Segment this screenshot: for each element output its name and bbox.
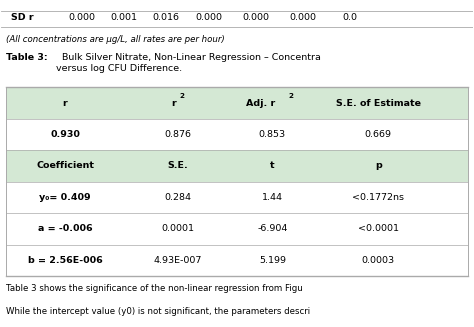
Text: r: r xyxy=(171,98,176,108)
Text: 1.44: 1.44 xyxy=(262,193,283,202)
Text: <0.0001: <0.0001 xyxy=(358,224,399,233)
Text: t: t xyxy=(270,162,274,170)
Bar xyxy=(6,119,468,150)
Text: 0.930: 0.930 xyxy=(50,130,80,139)
Text: 0.000: 0.000 xyxy=(242,13,269,22)
Text: 2: 2 xyxy=(289,93,294,99)
Text: 0.016: 0.016 xyxy=(153,13,180,22)
Text: S.E.: S.E. xyxy=(168,162,189,170)
Text: <0.1772ns: <0.1772ns xyxy=(352,193,404,202)
Text: b = 2.56E-006: b = 2.56E-006 xyxy=(27,256,102,265)
Text: 0.000: 0.000 xyxy=(290,13,317,22)
Text: p: p xyxy=(375,162,382,170)
Text: 0.853: 0.853 xyxy=(259,130,286,139)
Text: 4.93E-007: 4.93E-007 xyxy=(154,256,202,265)
Text: 0.284: 0.284 xyxy=(164,193,191,202)
Text: 0.0001: 0.0001 xyxy=(162,224,195,233)
Text: r: r xyxy=(63,98,67,108)
Text: S.E. of Estimate: S.E. of Estimate xyxy=(336,98,421,108)
Text: SD r: SD r xyxy=(11,13,34,22)
Text: 2: 2 xyxy=(179,93,184,99)
Text: 0.0003: 0.0003 xyxy=(362,256,395,265)
Text: -6.904: -6.904 xyxy=(257,224,288,233)
Text: y₀= 0.409: y₀= 0.409 xyxy=(39,193,91,202)
Text: Table 3 shows the significance of the non-linear regression from Figu: Table 3 shows the significance of the no… xyxy=(6,284,303,293)
Text: (All concentrations are μg/L, all rates are per hour): (All concentrations are μg/L, all rates … xyxy=(6,35,225,44)
Text: Adj. r: Adj. r xyxy=(246,98,275,108)
Text: 0.001: 0.001 xyxy=(110,13,137,22)
Bar xyxy=(6,182,468,213)
Text: 0.000: 0.000 xyxy=(68,13,95,22)
Text: While the intercept value (y0) is not significant, the parameters descri: While the intercept value (y0) is not si… xyxy=(6,307,310,316)
Text: 0.000: 0.000 xyxy=(195,13,222,22)
Text: 0.876: 0.876 xyxy=(164,130,191,139)
Bar xyxy=(6,213,468,245)
Text: 0.669: 0.669 xyxy=(365,130,392,139)
Text: 5.199: 5.199 xyxy=(259,256,286,265)
Bar xyxy=(6,245,468,276)
Text: Table 3:: Table 3: xyxy=(6,53,48,62)
Text: Coefficient: Coefficient xyxy=(36,162,94,170)
Bar xyxy=(6,87,468,119)
Text: Bulk Silver Nitrate, Non-Linear Regression – Concentra
versus log CFU Difference: Bulk Silver Nitrate, Non-Linear Regressi… xyxy=(55,53,320,73)
Bar xyxy=(6,150,468,182)
Text: 0.0: 0.0 xyxy=(343,13,357,22)
Text: a = -0.006: a = -0.006 xyxy=(38,224,92,233)
